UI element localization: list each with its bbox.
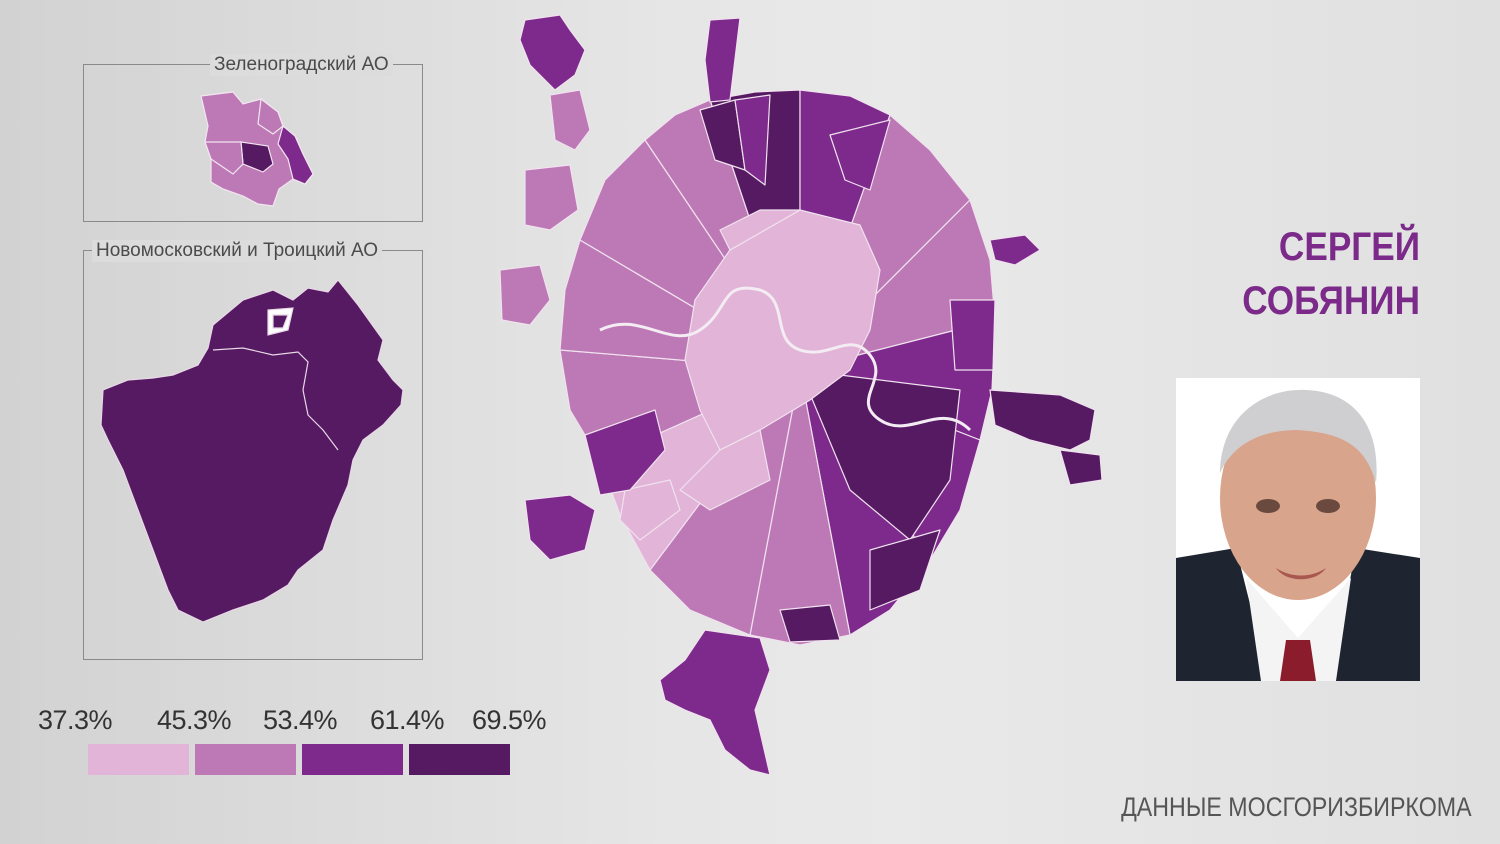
zelenograd-district <box>204 141 244 175</box>
district <box>829 119 891 191</box>
legend-swatch-medium <box>195 744 296 775</box>
district <box>719 209 801 251</box>
novomoskovsky-inset-label: Новомосковский и Троицкий АО <box>92 240 383 262</box>
district <box>869 529 941 611</box>
novomoskovsky-border <box>212 347 339 451</box>
outlying-territory <box>1059 449 1103 486</box>
zelenograd-inset-label: Зеленоградский АО <box>210 54 393 76</box>
portrait-illustration <box>1176 378 1420 681</box>
district <box>799 369 961 541</box>
zelenograd-district <box>257 97 284 135</box>
moscow-map <box>499 14 1103 776</box>
novomoskovsky-district <box>100 279 404 623</box>
novomoskovsky-map <box>100 279 404 623</box>
district <box>949 299 996 371</box>
outlying-territory <box>524 494 596 561</box>
legend-swatch-dark <box>302 744 403 775</box>
legend-swatch-light <box>88 744 189 775</box>
legend-value-5: 69.5% <box>472 705 547 735</box>
district <box>584 409 666 496</box>
legend-value-4: 61.4% <box>370 705 445 735</box>
district <box>619 479 681 541</box>
data-source-caption: ДАННЫЕ МОСГОРИЗБИРКОМА <box>1121 792 1472 822</box>
moskva-river <box>599 286 972 432</box>
outlying-territory <box>704 17 741 103</box>
candidate-name: СЕРГЕЙ СОБЯНИН <box>1242 220 1420 328</box>
zelenograd-district <box>277 124 314 185</box>
candidate-portrait <box>1176 378 1420 681</box>
candidate-last-name: СОБЯНИН <box>1242 279 1420 323</box>
legend-value-1: 37.3% <box>38 705 113 735</box>
outlying-territory <box>519 14 586 91</box>
zelenograd-map <box>200 91 314 207</box>
outlying-territory <box>989 234 1041 266</box>
outlying-territory <box>524 164 579 231</box>
outlying-territory <box>989 389 1096 451</box>
district <box>734 94 771 186</box>
district <box>679 429 771 511</box>
outlying-territory <box>549 89 591 151</box>
outlying-territory <box>659 629 771 776</box>
novomoskovsky-district <box>272 314 289 329</box>
candidate-first-name: СЕРГЕЙ <box>1278 225 1420 269</box>
legend-swatch-darkest <box>409 744 510 775</box>
district <box>779 604 841 643</box>
legend-value-2: 45.3% <box>157 705 232 735</box>
legend-value-3: 53.4% <box>263 705 338 735</box>
outlying-territory <box>499 264 551 326</box>
